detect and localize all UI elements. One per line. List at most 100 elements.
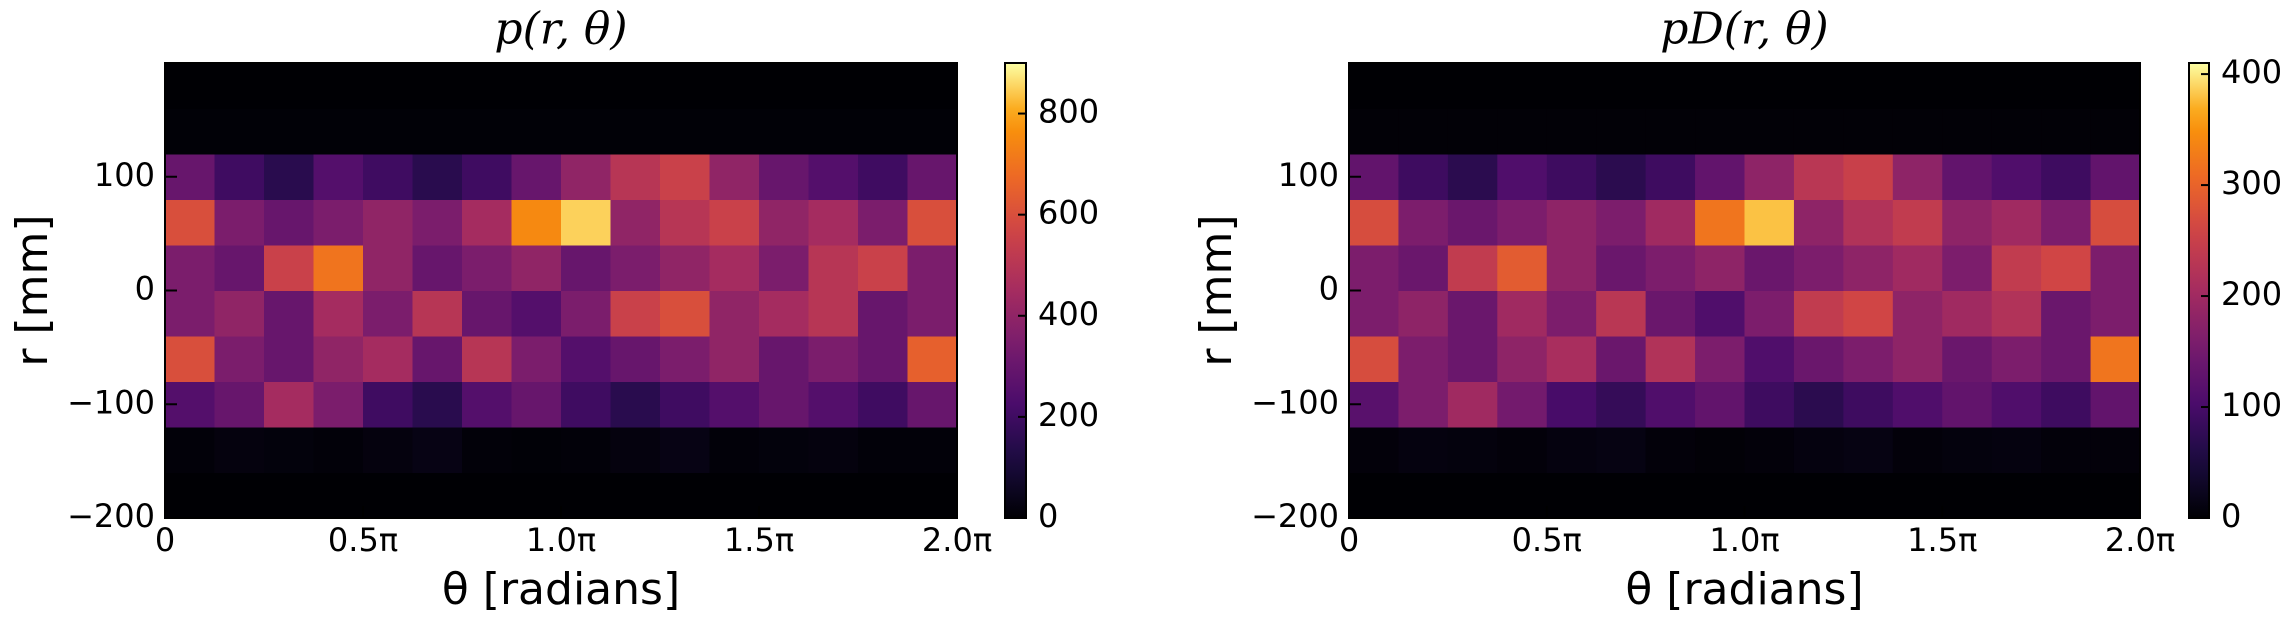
heat-cell — [214, 472, 265, 519]
heat-cell — [1546, 381, 1597, 428]
heat-cell — [2090, 154, 2141, 200]
heat-cell — [1942, 336, 1993, 382]
heat-cell — [660, 290, 710, 337]
heat-cell — [1447, 154, 1498, 200]
heat-cell — [264, 63, 314, 109]
heat-cell — [264, 199, 314, 246]
heat-cell — [759, 336, 809, 382]
heat-cell — [858, 381, 908, 428]
colorbar — [2188, 62, 2210, 519]
heat-cell — [313, 427, 364, 473]
heat-cell — [759, 108, 809, 155]
heat-cell — [412, 63, 463, 109]
heat-cell — [214, 108, 265, 155]
heat-cell — [1596, 336, 1647, 382]
heat-cell — [313, 63, 364, 109]
heat-cell — [858, 245, 908, 291]
x-tick-label: 1.0π — [526, 521, 596, 559]
heat-cell — [1744, 154, 1795, 200]
heat-cell — [709, 336, 760, 382]
heat-cell — [264, 472, 314, 519]
heat-cell — [1892, 245, 1943, 291]
heat-cell — [511, 63, 562, 109]
heat-cell — [660, 108, 710, 155]
heat-cell — [1645, 381, 1696, 428]
heat-cell — [759, 199, 809, 246]
heat-cell — [1349, 63, 1399, 109]
heat-cell — [1942, 472, 1993, 519]
y-tick-label: −200 — [67, 497, 155, 535]
heat-cell — [660, 154, 710, 200]
heat-cell — [561, 63, 611, 109]
heat-cell — [610, 245, 661, 291]
heat-cell — [1892, 381, 1943, 428]
heat-cell — [1645, 472, 1696, 519]
heat-cell — [858, 472, 908, 519]
heat-cell — [2090, 199, 2141, 246]
heat-cell — [1546, 199, 1597, 246]
heat-cell — [1447, 199, 1498, 246]
heat-cell — [1793, 245, 1844, 291]
heat-cell — [511, 336, 562, 382]
heat-cell — [313, 199, 364, 246]
heat-cell — [1596, 427, 1647, 473]
heat-cell — [214, 290, 265, 337]
heat-cell — [511, 154, 562, 200]
heat-cell — [1991, 245, 2042, 291]
heat-cell — [1497, 427, 1548, 473]
heat-cell — [660, 427, 710, 473]
heat-cell — [1349, 472, 1399, 519]
heat-cell — [313, 108, 364, 155]
heat-cell — [1447, 63, 1498, 109]
heat-cell — [709, 381, 760, 428]
heat-cell — [907, 472, 958, 519]
heat-cell — [1942, 290, 1993, 337]
heat-cell — [858, 336, 908, 382]
heat-cell — [610, 427, 661, 473]
colorbar — [1004, 62, 1027, 519]
heat-cell — [2090, 108, 2141, 155]
heat-cell — [709, 154, 760, 200]
heat-cell — [2090, 290, 2141, 337]
heat-cell — [462, 381, 512, 428]
heat-cell — [412, 245, 463, 291]
y-tick-label: 100 — [94, 156, 155, 194]
heat-cell — [1744, 472, 1795, 519]
heat-cell — [165, 63, 215, 109]
colorbar-tick-label: 0 — [2221, 497, 2241, 535]
heat-cell — [1843, 427, 1894, 473]
heat-cell — [363, 63, 413, 109]
heat-cell — [165, 199, 215, 246]
heat-cell — [808, 245, 859, 291]
x-tick-label: 1.5π — [724, 521, 794, 559]
heat-cell — [1695, 427, 1745, 473]
heat-cell — [165, 427, 215, 473]
heat-cell — [1942, 63, 1993, 109]
colorbar-tick-label: 100 — [2221, 386, 2282, 424]
heat-cell — [907, 427, 958, 473]
heat-cell — [1349, 336, 1399, 382]
heat-cell — [363, 472, 413, 519]
heat-cell — [1645, 154, 1696, 200]
heat-cell — [363, 336, 413, 382]
x-tick-label: 0 — [155, 521, 175, 559]
heat-cell — [264, 245, 314, 291]
heat-cell — [1892, 108, 1943, 155]
heat-cell — [462, 63, 512, 109]
heat-cell — [1447, 245, 1498, 291]
heat-cell — [561, 427, 611, 473]
heat-cell — [1843, 336, 1894, 382]
heat-cell — [412, 290, 463, 337]
heat-cell — [363, 427, 413, 473]
heat-cell — [511, 472, 562, 519]
heat-cell — [1695, 154, 1745, 200]
heat-cell — [313, 290, 364, 337]
heat-cell — [1843, 63, 1894, 109]
heat-cell — [858, 199, 908, 246]
heat-cell — [808, 472, 859, 519]
heat-cell — [1892, 472, 1943, 519]
heat-cell — [709, 472, 760, 519]
heat-cell — [1744, 245, 1795, 291]
heat-cell — [313, 154, 364, 200]
